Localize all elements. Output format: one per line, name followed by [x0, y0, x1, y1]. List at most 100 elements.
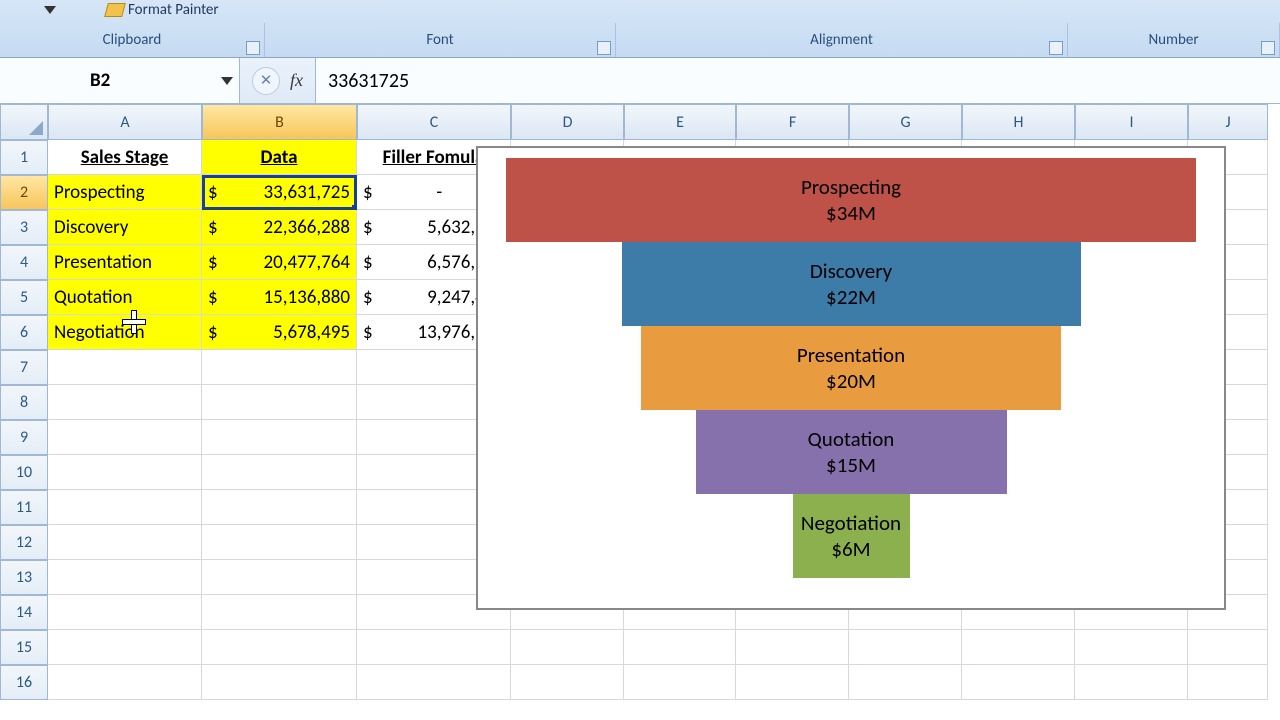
cell-data[interactable]: $22,366,288 — [202, 210, 357, 245]
empty-cell[interactable] — [202, 595, 357, 630]
currency-symbol: $ — [208, 321, 218, 344]
currency-symbol: $ — [363, 216, 373, 239]
funnel-bar-amount: $20M — [826, 368, 876, 394]
empty-cell[interactable] — [962, 630, 1075, 665]
column-header-A[interactable]: A — [48, 104, 202, 140]
cell-stage[interactable]: Prospecting — [48, 175, 202, 210]
cell-stage[interactable]: Quotation — [48, 280, 202, 315]
empty-cell[interactable] — [1188, 665, 1268, 700]
row-header-14[interactable]: 14 — [0, 595, 48, 630]
row-header-13[interactable]: 13 — [0, 560, 48, 595]
row-header-3[interactable]: 3 — [0, 210, 48, 245]
row-header-12[interactable]: 12 — [0, 525, 48, 560]
select-all-corner[interactable] — [0, 104, 48, 140]
empty-cell[interactable] — [48, 455, 202, 490]
row-header-7[interactable]: 7 — [0, 350, 48, 385]
row-header-1[interactable]: 1 — [0, 140, 48, 175]
brush-icon — [104, 3, 126, 17]
row-header-9[interactable]: 9 — [0, 420, 48, 455]
funnel-bar-amount: $6M — [831, 536, 870, 562]
currency-symbol: $ — [208, 251, 218, 274]
empty-cell[interactable] — [48, 665, 202, 700]
header-sales-stage[interactable]: Sales Stage — [48, 140, 202, 175]
ribbon-group-alignment: Alignment — [616, 23, 1068, 57]
empty-cell[interactable] — [202, 455, 357, 490]
empty-cell[interactable] — [202, 420, 357, 455]
name-box[interactable]: B2 — [0, 58, 240, 103]
empty-cell[interactable] — [202, 560, 357, 595]
dialog-launcher-icon[interactable] — [1049, 41, 1063, 55]
cell-value: 5,678,495 — [220, 321, 350, 344]
empty-cell[interactable] — [357, 665, 511, 700]
row-header-5[interactable]: 5 — [0, 280, 48, 315]
empty-cell[interactable] — [624, 630, 736, 665]
ribbon-group-label: Number — [1148, 31, 1198, 49]
column-header-I[interactable]: I — [1075, 104, 1188, 140]
empty-cell[interactable] — [48, 490, 202, 525]
empty-cell[interactable] — [962, 665, 1075, 700]
row-header-11[interactable]: 11 — [0, 490, 48, 525]
column-header-D[interactable]: D — [511, 104, 624, 140]
cell-data[interactable]: $5,678,495 — [202, 315, 357, 350]
empty-cell[interactable] — [511, 665, 624, 700]
empty-cell[interactable] — [849, 665, 962, 700]
funnel-chart[interactable]: Prospecting$34MDiscovery$22MPresentation… — [476, 146, 1226, 610]
column-header-J[interactable]: J — [1188, 104, 1268, 140]
row-header-15[interactable]: 15 — [0, 630, 48, 665]
empty-cell[interactable] — [202, 630, 357, 665]
empty-cell[interactable] — [624, 665, 736, 700]
empty-cell[interactable] — [202, 525, 357, 560]
empty-cell[interactable] — [48, 420, 202, 455]
row-header-6[interactable]: 6 — [0, 315, 48, 350]
empty-cell[interactable] — [1188, 630, 1268, 665]
row-header-2[interactable]: 2 — [0, 175, 48, 210]
cell-stage[interactable]: Discovery — [48, 210, 202, 245]
empty-cell[interactable] — [1075, 630, 1188, 665]
column-header-E[interactable]: E — [624, 104, 736, 140]
empty-cell[interactable] — [202, 350, 357, 385]
cell-cursor-icon — [123, 311, 145, 333]
empty-cell[interactable] — [48, 630, 202, 665]
ribbon-top-row: Format Painter — [0, 0, 1280, 20]
empty-cell[interactable] — [48, 525, 202, 560]
column-header-C[interactable]: C — [357, 104, 511, 140]
dialog-launcher-icon[interactable] — [246, 41, 260, 55]
empty-cell[interactable] — [202, 385, 357, 420]
empty-cell[interactable] — [849, 630, 962, 665]
empty-cell[interactable] — [357, 630, 511, 665]
cell-stage[interactable]: Presentation — [48, 245, 202, 280]
empty-cell[interactable] — [48, 385, 202, 420]
dialog-launcher-icon[interactable] — [597, 41, 611, 55]
header-data[interactable]: Data — [202, 140, 357, 175]
empty-cell[interactable] — [1075, 665, 1188, 700]
empty-cell[interactable] — [202, 490, 357, 525]
row-header-4[interactable]: 4 — [0, 245, 48, 280]
formula-input[interactable]: 33631725 — [316, 58, 1280, 103]
empty-cell[interactable] — [202, 665, 357, 700]
dialog-launcher-icon[interactable] — [1261, 41, 1275, 55]
funnel-bar: Quotation$15M — [696, 410, 1007, 494]
row-header-10[interactable]: 10 — [0, 455, 48, 490]
column-header-B[interactable]: B — [202, 104, 357, 140]
fx-icon[interactable]: fx — [290, 70, 303, 91]
empty-cell[interactable] — [48, 560, 202, 595]
empty-cell[interactable] — [48, 350, 202, 385]
format-painter-button[interactable]: Format Painter — [106, 1, 219, 19]
cell-data[interactable]: $33,631,725 — [202, 175, 357, 210]
column-header-F[interactable]: F — [736, 104, 849, 140]
cell-data[interactable]: $20,477,764 — [202, 245, 357, 280]
column-header-H[interactable]: H — [962, 104, 1075, 140]
empty-cell[interactable] — [736, 665, 849, 700]
row-header-16[interactable]: 16 — [0, 665, 48, 700]
paste-dropdown-icon[interactable] — [44, 6, 56, 14]
empty-cell[interactable] — [48, 595, 202, 630]
row-header-8[interactable]: 8 — [0, 385, 48, 420]
chevron-down-icon[interactable] — [221, 77, 233, 85]
empty-cell[interactable] — [511, 630, 624, 665]
ribbon-group-label: Font — [426, 31, 453, 49]
column-header-G[interactable]: G — [849, 104, 962, 140]
empty-cell[interactable] — [736, 630, 849, 665]
cell-data[interactable]: $15,136,880 — [202, 280, 357, 315]
funnel-bar-amount: $15M — [826, 452, 876, 478]
cancel-formula-button[interactable]: ✕ — [252, 67, 280, 95]
